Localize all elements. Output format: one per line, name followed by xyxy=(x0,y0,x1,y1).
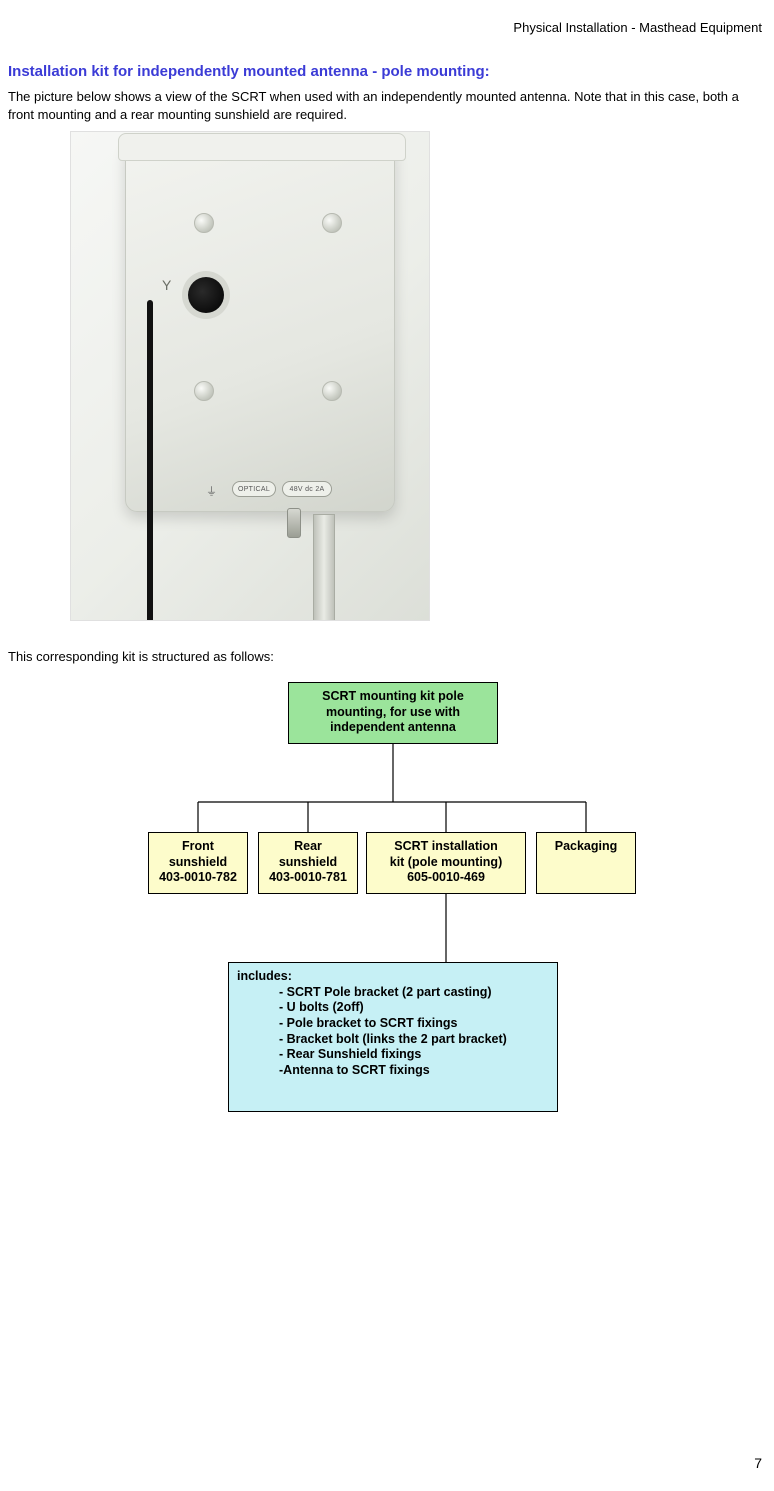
kit-intro-text: This corresponding kit is structured as … xyxy=(8,649,766,664)
diagram-leaf-1: Rearsunshield403-0010-781 xyxy=(258,832,358,894)
port-label-optical: OPTICAL xyxy=(232,481,276,497)
ground-icon: ⏚ xyxy=(206,483,220,497)
product-photo: Y ⏚ OPTICAL 48V dc 2A xyxy=(70,131,766,621)
diagram-root: SCRT mounting kit polemounting, for use … xyxy=(288,682,498,744)
mount-screw xyxy=(322,213,342,233)
antenna-cable xyxy=(147,300,153,621)
diagram-leaf-2: SCRT installationkit (pole mounting)605-… xyxy=(366,832,526,894)
mount-screw xyxy=(194,213,214,233)
mount-screw xyxy=(194,381,214,401)
mounting-pole xyxy=(313,514,335,621)
scrt-photo-placeholder: Y ⏚ OPTICAL 48V dc 2A xyxy=(70,131,430,621)
antenna-icon: Y xyxy=(162,277,171,293)
bottom-connector xyxy=(287,508,301,538)
diagram-leaf-3: Packaging xyxy=(536,832,636,894)
scrt-body: Y ⏚ OPTICAL 48V dc 2A xyxy=(125,142,395,512)
page-number: 7 xyxy=(754,1455,762,1471)
section-heading: Installation kit for independently mount… xyxy=(8,63,766,80)
intro-paragraph: The picture below shows a view of the SC… xyxy=(8,88,766,123)
port-label-power: 48V dc 2A xyxy=(282,481,332,497)
diagram-detail-box: includes:- SCRT Pole bracket (2 part cas… xyxy=(228,962,558,1112)
mount-screw xyxy=(322,381,342,401)
diagram-connectors xyxy=(148,682,668,1202)
running-header: Physical Installation - Masthead Equipme… xyxy=(8,20,766,35)
antenna-connector xyxy=(188,277,224,313)
diagram-leaf-0: Frontsunshield403-0010-782 xyxy=(148,832,248,894)
kit-structure-diagram: SCRT mounting kit polemounting, for use … xyxy=(148,682,668,1202)
